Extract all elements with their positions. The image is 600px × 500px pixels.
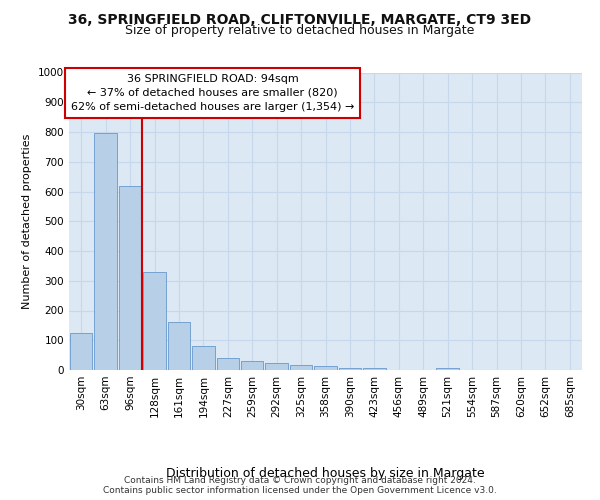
Bar: [241, 361, 263, 370]
Bar: [143, 272, 166, 370]
Bar: [314, 366, 337, 370]
X-axis label: Distribution of detached houses by size in Margate: Distribution of detached houses by size …: [166, 467, 485, 480]
Bar: [265, 362, 288, 370]
Y-axis label: Number of detached properties: Number of detached properties: [22, 134, 32, 309]
Bar: [338, 368, 361, 370]
Bar: [70, 333, 92, 370]
Bar: [217, 358, 239, 370]
Text: 36, SPRINGFIELD ROAD, CLIFTONVILLE, MARGATE, CT9 3ED: 36, SPRINGFIELD ROAD, CLIFTONVILLE, MARG…: [68, 12, 532, 26]
Text: Size of property relative to detached houses in Margate: Size of property relative to detached ho…: [125, 24, 475, 37]
Bar: [167, 322, 190, 370]
Bar: [119, 186, 142, 370]
Bar: [94, 134, 117, 370]
Text: 36 SPRINGFIELD ROAD: 94sqm
← 37% of detached houses are smaller (820)
62% of sem: 36 SPRINGFIELD ROAD: 94sqm ← 37% of deta…: [71, 74, 355, 112]
Text: Contains HM Land Registry data © Crown copyright and database right 2024.
Contai: Contains HM Land Registry data © Crown c…: [103, 476, 497, 495]
Bar: [192, 346, 215, 370]
Bar: [363, 368, 386, 370]
Bar: [436, 368, 459, 370]
Bar: [290, 364, 313, 370]
